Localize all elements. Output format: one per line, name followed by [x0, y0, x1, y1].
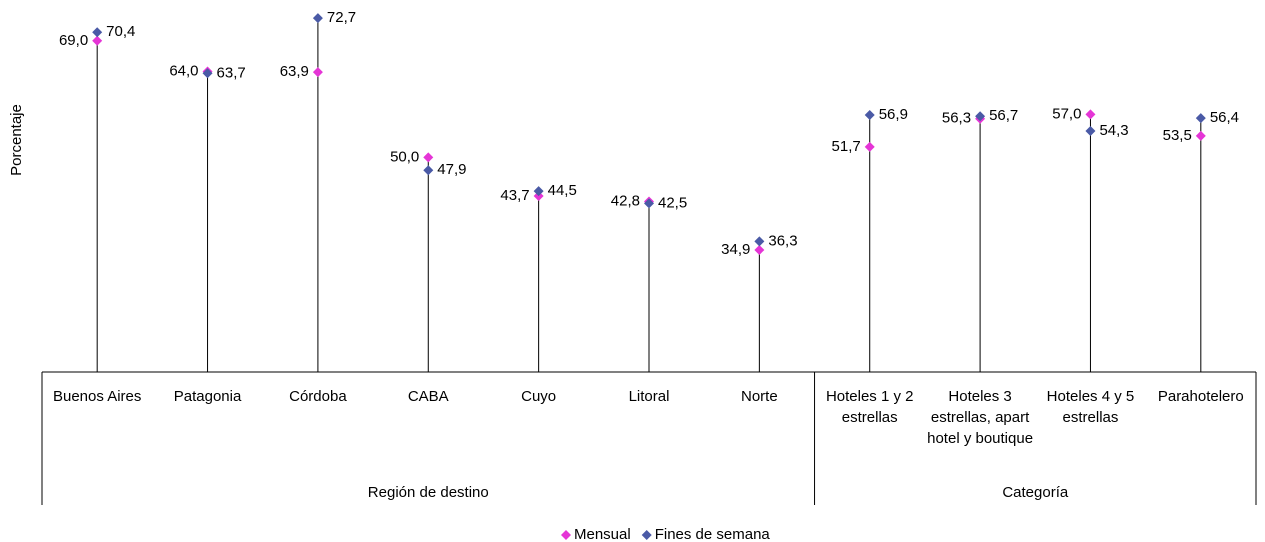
marker [754, 244, 765, 255]
group-label: Región de destino [368, 484, 489, 501]
value-label: 44,5 [548, 182, 577, 199]
value-label: 34,9 [721, 241, 750, 258]
marker [975, 111, 986, 122]
marker [864, 110, 875, 121]
x-tick-label: Córdoba [289, 388, 347, 405]
value-label: 42,5 [658, 194, 687, 211]
value-label: 57,0 [1052, 105, 1081, 122]
legend-label: Mensual [574, 526, 631, 542]
value-label: 69,0 [59, 32, 88, 49]
value-label: 63,9 [280, 63, 309, 80]
value-label: 72,7 [327, 9, 356, 26]
marker [1085, 109, 1096, 120]
value-label: 54,3 [1099, 122, 1128, 139]
value-label: 36,3 [768, 232, 797, 249]
x-tick-label: Buenos Aires [52, 388, 142, 405]
legend-marker [561, 530, 571, 540]
value-label: 42,8 [611, 192, 640, 209]
x-tick-label: Parahotelero [1157, 388, 1244, 405]
legend-label: Fines de semana [655, 526, 771, 542]
marker [312, 67, 323, 78]
marker [864, 141, 875, 152]
value-label: 56,4 [1210, 109, 1239, 126]
x-tick-label: Norte [741, 388, 778, 405]
marker [423, 152, 434, 163]
marker [1195, 113, 1206, 124]
x-tick-label: Hoteles 3 estrellas, apart hotel y bouti… [927, 388, 1034, 447]
value-label: 70,4 [106, 23, 135, 40]
marker [202, 68, 213, 79]
x-tick-label: Patagonia [173, 388, 242, 405]
marker [1195, 130, 1206, 141]
x-tick-label: CABA [407, 388, 449, 405]
marker [92, 35, 103, 46]
marker [92, 27, 103, 38]
value-label: 50,0 [390, 148, 419, 165]
y-axis-label: Porcentaje [8, 104, 25, 176]
marker [1085, 125, 1096, 136]
value-label: 63,7 [217, 64, 246, 81]
value-label: 64,0 [169, 62, 198, 79]
x-tick-label: Cuyo [521, 388, 557, 405]
x-tick-label: Litoral [628, 388, 670, 405]
group-label: Categoría [1002, 484, 1069, 501]
marker [644, 198, 654, 209]
value-label: 47,9 [437, 161, 466, 178]
value-label: 51,7 [832, 138, 861, 155]
value-label: 53,5 [1163, 127, 1192, 144]
marker [754, 236, 765, 247]
value-label: 56,9 [879, 106, 908, 123]
legend-marker [641, 530, 652, 540]
x-tick-label: Hoteles 4 y 5 estrellas [1046, 388, 1135, 426]
marker [533, 186, 544, 197]
x-tick-label: Hoteles 1 y 2 estrellas [825, 388, 914, 426]
value-label: 56,3 [942, 110, 971, 127]
value-label: 56,7 [989, 107, 1018, 124]
marker [423, 165, 434, 176]
marker [312, 13, 323, 24]
value-label: 43,7 [500, 187, 529, 204]
